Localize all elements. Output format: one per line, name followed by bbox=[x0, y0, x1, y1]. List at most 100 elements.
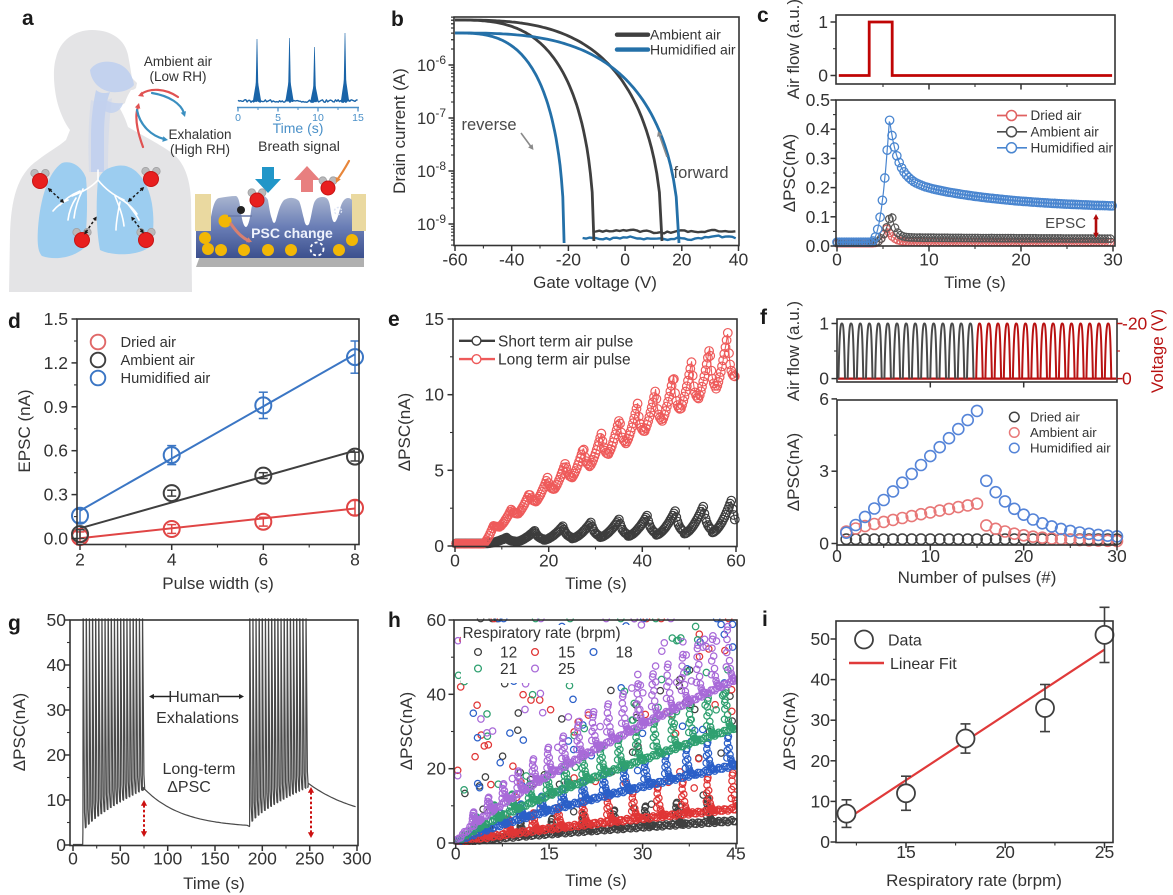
svg-text:ΔPSC(nA): ΔPSC(nA) bbox=[395, 393, 414, 471]
svg-text:0: 0 bbox=[434, 536, 444, 556]
svg-text:Ambient air: Ambient air bbox=[650, 27, 721, 43]
svg-text:0.1: 0.1 bbox=[806, 207, 830, 227]
svg-text:50: 50 bbox=[811, 629, 831, 649]
svg-text:Human: Human bbox=[168, 689, 220, 706]
svg-text:Humidified air: Humidified air bbox=[121, 371, 211, 387]
svg-text:15: 15 bbox=[558, 645, 575, 662]
svg-text:8: 8 bbox=[350, 550, 360, 570]
svg-text:30: 30 bbox=[1107, 546, 1127, 566]
svg-text:Long-term: Long-term bbox=[163, 761, 236, 778]
svg-text:0: 0 bbox=[820, 832, 830, 852]
svg-text:f: f bbox=[760, 306, 768, 329]
svg-text:Gate voltage (V): Gate voltage (V) bbox=[533, 273, 657, 292]
svg-text:Time (s): Time (s) bbox=[565, 574, 627, 593]
svg-text:20: 20 bbox=[1014, 546, 1034, 566]
svg-text:40: 40 bbox=[633, 551, 653, 571]
svg-text:reverse: reverse bbox=[461, 116, 516, 134]
svg-text:0: 0 bbox=[818, 66, 828, 86]
svg-text:20: 20 bbox=[47, 745, 67, 765]
svg-text:20: 20 bbox=[539, 551, 559, 571]
svg-text:Exhalation: Exhalation bbox=[168, 127, 231, 142]
svg-text:Drain current (A): Drain current (A) bbox=[390, 68, 409, 194]
svg-text:100: 100 bbox=[153, 849, 182, 869]
svg-text:0.0: 0.0 bbox=[806, 236, 831, 256]
svg-text:250: 250 bbox=[295, 849, 324, 869]
svg-text:21: 21 bbox=[500, 661, 517, 678]
svg-text:Ambient air: Ambient air bbox=[1031, 124, 1100, 139]
svg-text:Linear Fit: Linear Fit bbox=[890, 656, 957, 673]
svg-text:d: d bbox=[8, 310, 21, 333]
svg-text:0.5: 0.5 bbox=[806, 90, 830, 110]
svg-text:Breath signal: Breath signal bbox=[258, 138, 340, 154]
svg-text:50: 50 bbox=[111, 849, 131, 869]
svg-text:(High RH): (High RH) bbox=[170, 142, 230, 157]
svg-text:Respiratory rate (brpm): Respiratory rate (brpm) bbox=[463, 625, 621, 642]
svg-text:20: 20 bbox=[811, 751, 831, 771]
svg-text:c: c bbox=[757, 4, 769, 27]
svg-text:15: 15 bbox=[539, 844, 558, 864]
svg-text:20: 20 bbox=[995, 842, 1015, 862]
svg-text:0: 0 bbox=[68, 849, 78, 869]
svg-text:1: 1 bbox=[819, 314, 829, 334]
svg-text:a: a bbox=[22, 7, 34, 30]
svg-text:5: 5 bbox=[434, 460, 444, 480]
svg-text:150: 150 bbox=[200, 849, 229, 869]
svg-text:0.4: 0.4 bbox=[806, 119, 831, 139]
svg-text:1.2: 1.2 bbox=[44, 353, 68, 373]
svg-text:EPSC (nA): EPSC (nA) bbox=[15, 389, 34, 472]
svg-text:ΔPSC: ΔPSC bbox=[167, 779, 211, 796]
svg-text:Air flow (a.u.): Air flow (a.u.) bbox=[784, 301, 803, 401]
svg-text:200: 200 bbox=[248, 849, 277, 869]
svg-text:ΔPSC(nA): ΔPSC(nA) bbox=[780, 692, 799, 770]
svg-text:0.0: 0.0 bbox=[44, 529, 69, 549]
svg-text:ΔPSC(nA): ΔPSC(nA) bbox=[10, 693, 29, 771]
svg-text:Number of pulses (#): Number of pulses (#) bbox=[898, 568, 1057, 587]
svg-text:0.2: 0.2 bbox=[806, 178, 830, 198]
svg-text:(Low RH): (Low RH) bbox=[149, 69, 206, 84]
svg-text:6: 6 bbox=[819, 389, 829, 409]
svg-text:0: 0 bbox=[832, 250, 842, 270]
svg-text:20: 20 bbox=[427, 759, 447, 779]
svg-text:EPSC: EPSC bbox=[1045, 215, 1086, 232]
svg-text:Short term air pulse: Short term air pulse bbox=[498, 333, 633, 350]
svg-text:10: 10 bbox=[921, 546, 941, 566]
svg-text:0: 0 bbox=[56, 835, 66, 855]
svg-text:3: 3 bbox=[819, 461, 829, 481]
svg-text:0.9: 0.9 bbox=[44, 397, 68, 417]
svg-text:0.6: 0.6 bbox=[44, 441, 68, 461]
svg-text:20: 20 bbox=[672, 250, 692, 270]
svg-text:25: 25 bbox=[558, 661, 575, 678]
svg-text:0: 0 bbox=[620, 250, 630, 270]
svg-text:25: 25 bbox=[1095, 842, 1114, 862]
svg-text:Humidified air: Humidified air bbox=[650, 41, 736, 57]
svg-text:0: 0 bbox=[1122, 369, 1132, 389]
svg-text:0: 0 bbox=[450, 551, 460, 571]
svg-text:-40: -40 bbox=[499, 250, 525, 270]
svg-text:i: i bbox=[762, 608, 768, 631]
svg-text:Ambient air: Ambient air bbox=[121, 353, 195, 369]
svg-text:45: 45 bbox=[726, 844, 745, 864]
svg-text:0: 0 bbox=[832, 546, 842, 566]
svg-text:0: 0 bbox=[451, 844, 461, 864]
svg-text:Time (s): Time (s) bbox=[273, 120, 324, 136]
svg-text:ΔPSC(nA): ΔPSC(nA) bbox=[780, 134, 799, 212]
svg-text:Long term air pulse: Long term air pulse bbox=[498, 352, 631, 369]
svg-text:Humidified air: Humidified air bbox=[1030, 441, 1111, 456]
svg-text:Humidified air: Humidified air bbox=[1031, 140, 1114, 155]
svg-text:Respiratory rate (brpm): Respiratory rate (brpm) bbox=[886, 871, 1062, 890]
svg-text:15: 15 bbox=[425, 309, 444, 329]
svg-text:h: h bbox=[388, 609, 401, 632]
svg-text:-20: -20 bbox=[1122, 314, 1148, 334]
svg-text:60: 60 bbox=[427, 610, 447, 630]
svg-text:0.3: 0.3 bbox=[44, 485, 68, 505]
svg-text:30: 30 bbox=[1103, 250, 1123, 270]
svg-text:Air flow (a.u.): Air flow (a.u.) bbox=[784, 0, 803, 99]
svg-text:15: 15 bbox=[352, 112, 364, 124]
svg-text:Dried air: Dried air bbox=[1031, 108, 1083, 123]
svg-text:e: e bbox=[388, 308, 400, 331]
svg-text:Time (s): Time (s) bbox=[565, 871, 627, 890]
svg-text:Pulse width (s): Pulse width (s) bbox=[162, 574, 273, 593]
svg-text:ΔPSC(nA): ΔPSC(nA) bbox=[784, 433, 803, 511]
svg-text:0: 0 bbox=[819, 369, 829, 389]
svg-text:0: 0 bbox=[819, 534, 829, 554]
